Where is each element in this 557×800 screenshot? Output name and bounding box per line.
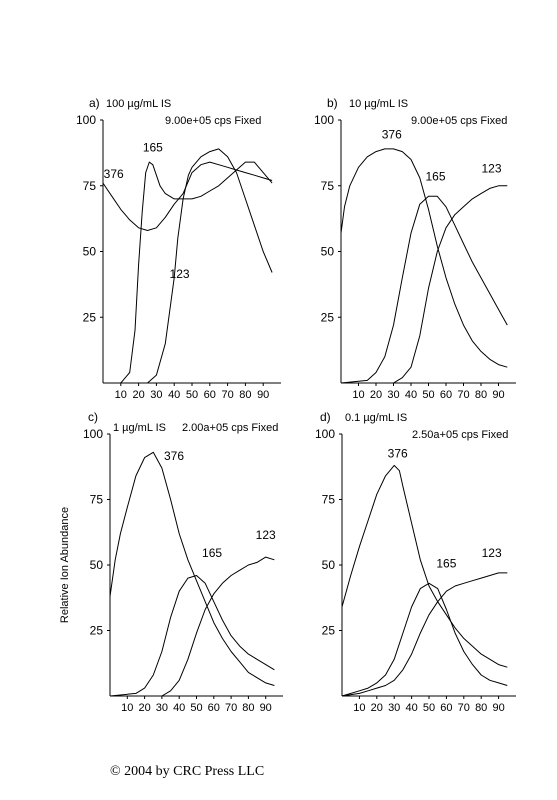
x-tick-label: 60 xyxy=(204,389,216,401)
x-tick-label: 20 xyxy=(371,702,383,714)
x-tick-label: 40 xyxy=(405,389,417,401)
x-tick-label: 70 xyxy=(458,702,470,714)
series-label-165: 165 xyxy=(143,141,163,155)
series-label-123: 123 xyxy=(481,162,501,176)
panel-title: 100 µg/mL IS xyxy=(106,98,171,110)
y-tick-label: 50 xyxy=(322,558,336,572)
panel-label: a) xyxy=(89,96,100,110)
x-tick-label: 20 xyxy=(370,389,382,401)
x-tick-label: 80 xyxy=(239,389,251,401)
x-tick-label: 50 xyxy=(422,389,434,401)
y-axis-title: Relative Ion Abundance xyxy=(59,507,71,623)
series-label-376: 376 xyxy=(104,167,124,181)
x-tick-label: 40 xyxy=(405,702,417,714)
y-tick-label: 25 xyxy=(90,624,104,638)
panel-label: d) xyxy=(320,410,331,424)
y-tick-label: 75 xyxy=(90,493,104,507)
panel-title: 10 µg/mL IS xyxy=(349,98,408,110)
series-line-123 xyxy=(103,148,273,384)
series-label-376: 376 xyxy=(388,447,408,461)
series-line-165 xyxy=(109,575,275,697)
series-line-165 xyxy=(341,582,508,697)
chart-panel-3: 25 50 75 100 10 20 30 40 50 60 70 80 90 c) 1 µg/mL IS 2… xyxy=(83,410,283,714)
x-tick-label: 20 xyxy=(132,389,144,401)
series-line-165 xyxy=(340,195,508,384)
y-tick-label: 75 xyxy=(83,179,97,193)
panel-subtitle: 2.00a+05 cps Fixed xyxy=(182,422,278,434)
x-tick-label: 80 xyxy=(475,389,487,401)
y-tick-label: 75 xyxy=(322,493,336,507)
panel-label: b) xyxy=(327,96,338,110)
series-label-165: 165 xyxy=(425,169,445,183)
x-tick-label: 50 xyxy=(423,702,435,714)
x-tick-label: 10 xyxy=(115,389,127,401)
panel-label: c) xyxy=(88,410,98,424)
x-tick-label: 80 xyxy=(242,702,254,714)
x-tick-label: 50 xyxy=(190,702,202,714)
x-tick-label: 30 xyxy=(150,389,162,401)
x-tick-label: 60 xyxy=(440,389,452,401)
chart-panel-2: 25 50 75 100 10 20 30 40 50 60 70 80 90 b) 10 µg/mL IS… xyxy=(314,96,516,401)
x-tick-label: 20 xyxy=(138,702,150,714)
x-tick-label: 40 xyxy=(173,702,185,714)
series-label-123: 123 xyxy=(170,267,190,281)
chart-panel-4: 25 50 75 100 10 20 30 40 50 60 70 80 90 d) 0.1 µg/mL I… xyxy=(315,410,516,714)
x-tick-label: 60 xyxy=(440,702,452,714)
x-tick-label: 60 xyxy=(208,702,220,714)
series-line-165 xyxy=(103,161,273,384)
x-tick-label: 30 xyxy=(156,702,168,714)
panel-subtitle: 9.00e+05 cps Fixed xyxy=(165,115,261,127)
y-tick-label: 100 xyxy=(314,113,334,127)
y-tick-label: 25 xyxy=(322,624,336,638)
series-line-123 xyxy=(110,556,275,697)
series-line-376 xyxy=(109,451,275,686)
series-line-123 xyxy=(341,572,508,697)
y-tick-label: 50 xyxy=(321,245,335,259)
panel-subtitle: 9.00e+05 cps Fixed xyxy=(411,115,507,127)
x-tick-label: 70 xyxy=(221,389,233,401)
copyright-footer: © 2004 by CRC Press LLC xyxy=(110,764,265,779)
series-label-165: 165 xyxy=(202,546,222,560)
x-tick-label: 90 xyxy=(260,702,272,714)
panel-subtitle: 2.50a+05 cps Fixed xyxy=(412,429,508,441)
series-label-376: 376 xyxy=(164,449,184,463)
y-tick-label: 100 xyxy=(83,427,103,441)
y-tick-label: 25 xyxy=(83,310,97,324)
y-tick-label: 100 xyxy=(315,427,335,441)
series-label-165: 165 xyxy=(436,557,456,571)
y-tick-label: 25 xyxy=(321,310,335,324)
x-tick-label: 90 xyxy=(492,702,504,714)
series-line-376 xyxy=(102,161,273,231)
x-tick-label: 30 xyxy=(387,389,399,401)
panel-title: 1 µg/mL IS xyxy=(113,422,166,434)
x-tick-label: 40 xyxy=(168,389,180,401)
series-line-123 xyxy=(341,185,508,384)
y-tick-label: 100 xyxy=(76,113,96,127)
y-tick-label: 50 xyxy=(83,245,97,259)
x-tick-label: 70 xyxy=(457,389,469,401)
chart-panel-1: 25 50 75 100 10 20 30 40 50 60 70 80 90 a) 100 µg/mL I… xyxy=(76,96,281,401)
series-line-376 xyxy=(340,148,508,368)
x-tick-label: 90 xyxy=(492,389,504,401)
x-tick-label: 70 xyxy=(225,702,237,714)
x-tick-label: 80 xyxy=(475,702,487,714)
y-tick-label: 50 xyxy=(90,558,104,572)
panel-title: 0.1 µg/mL IS xyxy=(345,412,407,424)
x-tick-label: 10 xyxy=(121,702,133,714)
x-tick-label: 90 xyxy=(257,389,269,401)
x-tick-label: 30 xyxy=(388,702,400,714)
x-tick-label: 10 xyxy=(352,389,364,401)
x-tick-label: 50 xyxy=(186,389,198,401)
x-tick-label: 10 xyxy=(353,702,365,714)
series-label-123: 123 xyxy=(256,528,276,542)
series-line-376 xyxy=(341,464,508,668)
series-label-123: 123 xyxy=(482,546,502,560)
y-tick-label: 75 xyxy=(321,179,335,193)
series-label-376: 376 xyxy=(382,127,402,141)
